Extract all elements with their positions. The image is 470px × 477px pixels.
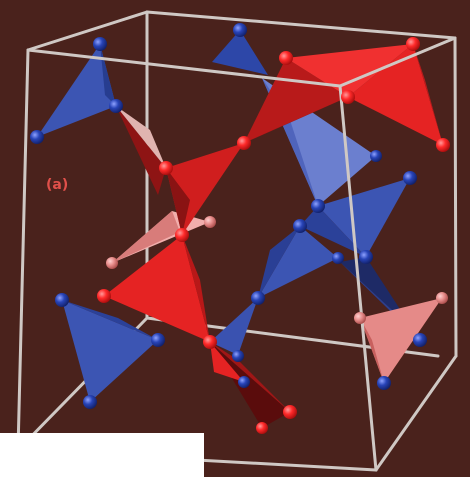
tetra-face xyxy=(62,300,158,340)
cell-edge xyxy=(16,48,30,452)
red-atom xyxy=(203,335,217,349)
blue-atom xyxy=(403,171,417,185)
blue-atom xyxy=(93,37,107,51)
red-tetra-left-center xyxy=(116,106,166,195)
pink-atom xyxy=(436,292,448,304)
tetra-face xyxy=(212,30,268,75)
blue-atom xyxy=(83,395,97,409)
tetra-face xyxy=(413,44,443,145)
red-atom xyxy=(341,90,355,104)
blue-atom xyxy=(377,376,391,390)
red-atom xyxy=(256,422,268,434)
tetra-face xyxy=(182,235,210,342)
cell-edge xyxy=(338,84,378,472)
pink-tetra-bottom-right xyxy=(360,298,442,383)
tetra-face xyxy=(360,318,384,383)
cell-edge xyxy=(145,10,457,40)
blue-atom xyxy=(30,130,44,144)
tetra-face xyxy=(360,298,442,383)
pink-atom xyxy=(106,257,118,269)
cell-edge xyxy=(26,48,342,88)
blue-tetra-right-center xyxy=(300,178,410,257)
pink-atom xyxy=(354,312,366,324)
pink-atom xyxy=(204,216,216,228)
blue-atom xyxy=(359,250,373,264)
tetra-face xyxy=(104,235,210,342)
tetra-face xyxy=(210,342,290,412)
tetra-face xyxy=(116,106,166,168)
cell-edge xyxy=(26,10,149,52)
red-atom xyxy=(436,138,450,152)
red-tetra-bottom-center xyxy=(210,342,290,428)
red-atom xyxy=(279,51,293,65)
blue-atom xyxy=(311,199,325,213)
blue-atom xyxy=(332,252,344,264)
blue-atom xyxy=(55,293,69,307)
red-atom xyxy=(237,136,251,150)
blue-atom xyxy=(293,219,307,233)
tetra-face xyxy=(348,44,443,145)
cell-edge xyxy=(374,354,458,472)
tetra-face xyxy=(37,44,116,137)
tetra-face xyxy=(166,168,190,235)
tetra-face xyxy=(62,300,158,402)
red-atom xyxy=(406,37,420,51)
blue-atom xyxy=(109,99,123,113)
blue-atom xyxy=(232,350,244,362)
panel-label: (a) xyxy=(46,177,69,193)
tetra-face xyxy=(258,226,338,298)
blank-region xyxy=(0,433,204,477)
tetra-face xyxy=(210,298,258,355)
tetra-face xyxy=(258,226,300,298)
blue-atom xyxy=(238,376,250,388)
tetra-face xyxy=(244,58,348,143)
tetra-face xyxy=(300,206,366,257)
blue-tetra-center xyxy=(210,226,338,355)
cell-edge xyxy=(338,36,457,88)
tetra-face xyxy=(210,342,244,382)
blue-atom xyxy=(251,291,265,305)
tetra-face xyxy=(318,178,410,257)
red-tetra-top-right xyxy=(286,44,443,145)
tetra-face xyxy=(116,106,166,195)
blue-atom xyxy=(370,150,382,162)
tetra-face xyxy=(112,211,180,263)
red-atom xyxy=(283,405,297,419)
tetra-face xyxy=(286,44,413,97)
red-atom xyxy=(175,228,189,242)
blue-atom xyxy=(151,333,165,347)
blue-atom xyxy=(233,23,247,37)
tetra-face xyxy=(210,342,290,428)
blue-atom xyxy=(413,333,427,347)
cell-edge xyxy=(453,36,458,358)
red-tetra-center xyxy=(104,235,210,342)
red-atom xyxy=(97,289,111,303)
red-atom xyxy=(159,161,173,175)
blue-tetra-bottom-left xyxy=(62,300,158,402)
tetra-face xyxy=(244,97,348,143)
tetrahedra xyxy=(37,30,443,428)
atoms xyxy=(30,23,450,434)
red-tetra-top-center xyxy=(166,58,348,235)
